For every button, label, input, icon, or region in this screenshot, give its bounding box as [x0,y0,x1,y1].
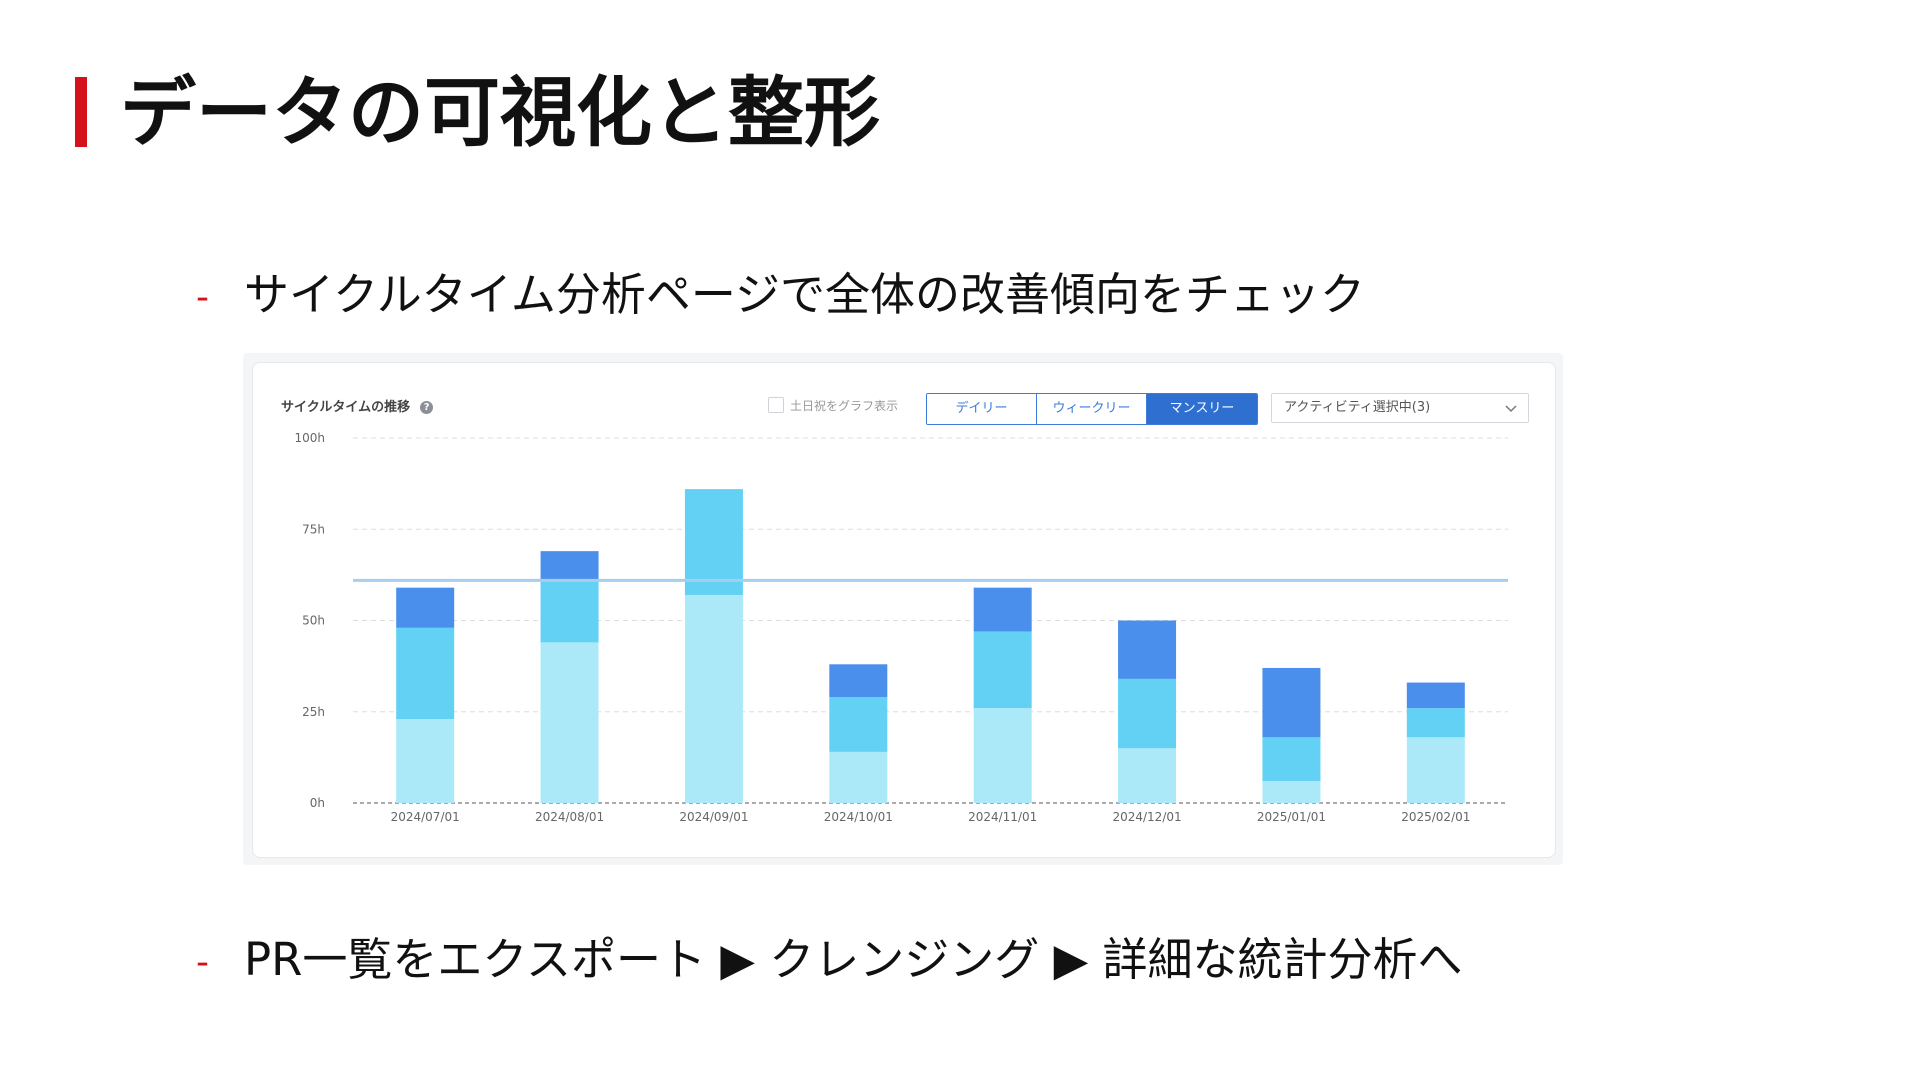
bar-segment-3 [829,664,888,698]
bar-segment-3 [396,587,455,628]
bar-segment-1 [1118,748,1177,803]
bullet-marker: - [196,277,209,318]
bar-segment-1 [1406,737,1465,803]
bar-segment-3 [1406,682,1465,709]
bar-segment-2 [396,627,455,720]
bar-segment-3 [973,587,1032,632]
bar-segment-3 [1118,620,1177,679]
bar-segment-2 [1262,737,1321,782]
bar-segment-1 [973,708,1032,803]
bar-segment-2 [973,631,1032,709]
bar-segment-3 [1262,667,1321,738]
x-tick-label: 2024/12/01 [1112,810,1181,824]
bar-segment-2 [684,489,743,595]
chevron-down-icon [1505,405,1517,413]
x-tick-label: 2025/02/01 [1401,810,1470,824]
bar-segment-1 [540,642,599,803]
widget-title: サイクルタイムの推移? [281,396,434,415]
holiday-toggle[interactable]: 土日祝をグラフ表示 [768,397,898,414]
bar-segment-1 [829,751,888,803]
widget-title-text: サイクルタイムの推移 [281,400,411,415]
bullet-item-1: - サイクルタイム分析ページで全体の改善傾向をチェック [196,265,1365,328]
period-button-monthly[interactable]: マンスリー [1147,394,1257,424]
x-tick-label: 2025/01/01 [1257,810,1326,824]
bar-segment-1 [1262,781,1321,803]
bar-segment-1 [684,594,743,803]
x-tick-label: 2024/09/01 [679,810,748,824]
bullet-marker: - [196,942,209,983]
slide-title: データの可視化と整形 [120,68,880,157]
cycle-time-widget: サイクルタイムの推移? 土日祝をグラフ表示 デイリー ウィークリー マンスリー … [252,362,1556,858]
bar-segment-1 [396,719,455,803]
question-icon[interactable]: ? [420,401,434,414]
x-tick-label: 2024/07/01 [391,810,460,824]
bar-segment-2 [1406,708,1465,738]
title-accent-bar [75,77,87,147]
period-button-weekly[interactable]: ウィークリー [1037,394,1147,424]
y-tick-label: 25h [302,705,325,719]
holiday-label: 土日祝をグラフ表示 [790,399,899,413]
x-tick-label: 2024/08/01 [535,810,604,824]
x-tick-label: 2024/10/01 [824,810,893,824]
cycle-time-chart: 0h 25h 50h 75h 100h 2024/07/01 2024/08/01 2024/… [294,431,1508,824]
y-tick-label: 0h [310,796,325,810]
period-toggle-group: デイリー ウィークリー マンスリー [926,393,1258,425]
chart-screenshot: サイクルタイムの推移? 土日祝をグラフ表示 デイリー ウィークリー マンスリー … [243,353,1563,865]
y-tick-label: 75h [302,522,325,536]
y-tick-label: 50h [302,614,325,628]
y-tick-label: 100h [294,431,325,445]
bar-segment-2 [1118,678,1177,749]
bullet-text-2: PR一覧をエクスポート ▶ クレンジング ▶ 詳細な統計分析へ [244,933,1463,986]
bar-segment-2 [540,580,599,643]
period-button-daily[interactable]: デイリー [927,394,1037,424]
bar-segment-3 [540,551,599,581]
bullet-text-1: サイクルタイム分析ページで全体の改善傾向をチェック [244,268,1365,321]
activity-select-value: アクティビティ選択中(3) [1284,400,1431,415]
bullet-item-2: - PR一覧をエクスポート ▶ クレンジング ▶ 詳細な統計分析へ [196,930,1463,993]
x-tick-label: 2024/11/01 [968,810,1037,824]
holiday-checkbox[interactable] [768,397,784,413]
activity-select[interactable]: アクティビティ選択中(3) [1271,393,1529,423]
bar-segment-2 [829,697,888,752]
